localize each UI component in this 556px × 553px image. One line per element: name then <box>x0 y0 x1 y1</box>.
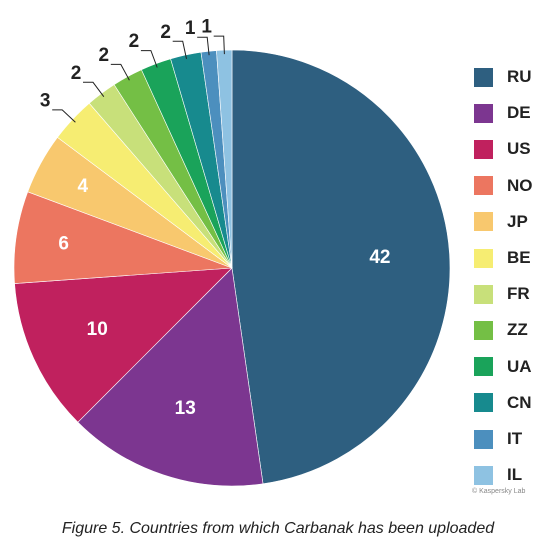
legend-label: BE <box>507 248 531 267</box>
legend-label: CN <box>507 392 532 412</box>
data-label-it: 1 <box>185 18 196 39</box>
leader-line-it <box>197 36 210 56</box>
legend-swatch <box>474 176 493 196</box>
leader-line-il <box>213 35 225 55</box>
legend-label: FR <box>507 284 530 304</box>
legend-item-ua: UA <box>474 356 532 378</box>
legend-item-us: US <box>474 138 531 160</box>
legend-swatch <box>474 103 493 123</box>
pie-slice-de <box>77 267 264 487</box>
data-label-il: 1 <box>201 17 212 38</box>
pie-slice-us <box>14 267 233 423</box>
legend-label: DE <box>507 103 531 123</box>
data-label-ua: 2 <box>129 31 140 52</box>
legend-swatch <box>474 248 493 268</box>
leader-line-be <box>52 109 76 123</box>
legend-swatch <box>474 139 493 159</box>
copyright-credit: © Kaspersky Lab <box>472 488 526 495</box>
legend-item-cn: CN <box>474 392 532 414</box>
data-label-cn: 2 <box>160 22 171 43</box>
legend-item-il: IL <box>474 464 522 486</box>
data-label-zz: 2 <box>99 45 110 66</box>
legend-swatch <box>474 320 493 340</box>
legend-swatch <box>474 67 493 87</box>
data-label-fr: 2 <box>71 63 82 84</box>
data-label-de: 13 <box>175 398 196 419</box>
data-label-be: 3 <box>40 90 51 111</box>
leader-line-ua <box>140 50 158 68</box>
leader-line-fr <box>83 81 105 97</box>
data-label-jp: 4 <box>78 176 89 197</box>
data-label-no: 6 <box>58 233 69 254</box>
legend-item-de: DE <box>474 102 531 124</box>
legend-label: ZZ <box>507 320 528 340</box>
legend-label: NO <box>507 175 533 195</box>
legend-swatch <box>474 465 493 485</box>
legend-item-fr: FR <box>474 283 530 305</box>
legend-label: IL <box>507 465 523 485</box>
legend-swatch <box>474 357 493 377</box>
legend-label: IT <box>507 429 523 448</box>
leader-line-cn <box>172 40 187 60</box>
legend-swatch <box>474 212 493 232</box>
legend-label: JP <box>507 211 528 231</box>
legend-swatch <box>474 429 493 449</box>
pie-slice-ru <box>231 49 451 485</box>
legend-label: US <box>507 139 531 159</box>
legend-item-ru: RU <box>474 66 532 88</box>
legend-item-it: IT <box>474 428 522 450</box>
figure-caption: Figure 5. Countries from which Carbanak … <box>61 520 495 537</box>
legend-label: UA <box>507 356 532 376</box>
legend-item-no: NO <box>474 175 533 197</box>
data-label-us: 10 <box>87 319 108 340</box>
legend-item-zz: ZZ <box>474 319 528 341</box>
legend-swatch <box>474 393 493 413</box>
legend-swatch <box>474 284 493 304</box>
legend-item-jp: JP <box>474 211 528 233</box>
data-label-ru: 42 <box>369 247 390 268</box>
legend-item-be: BE <box>474 247 531 269</box>
legend-label: RU <box>507 67 532 86</box>
leader-line-zz <box>110 63 130 81</box>
